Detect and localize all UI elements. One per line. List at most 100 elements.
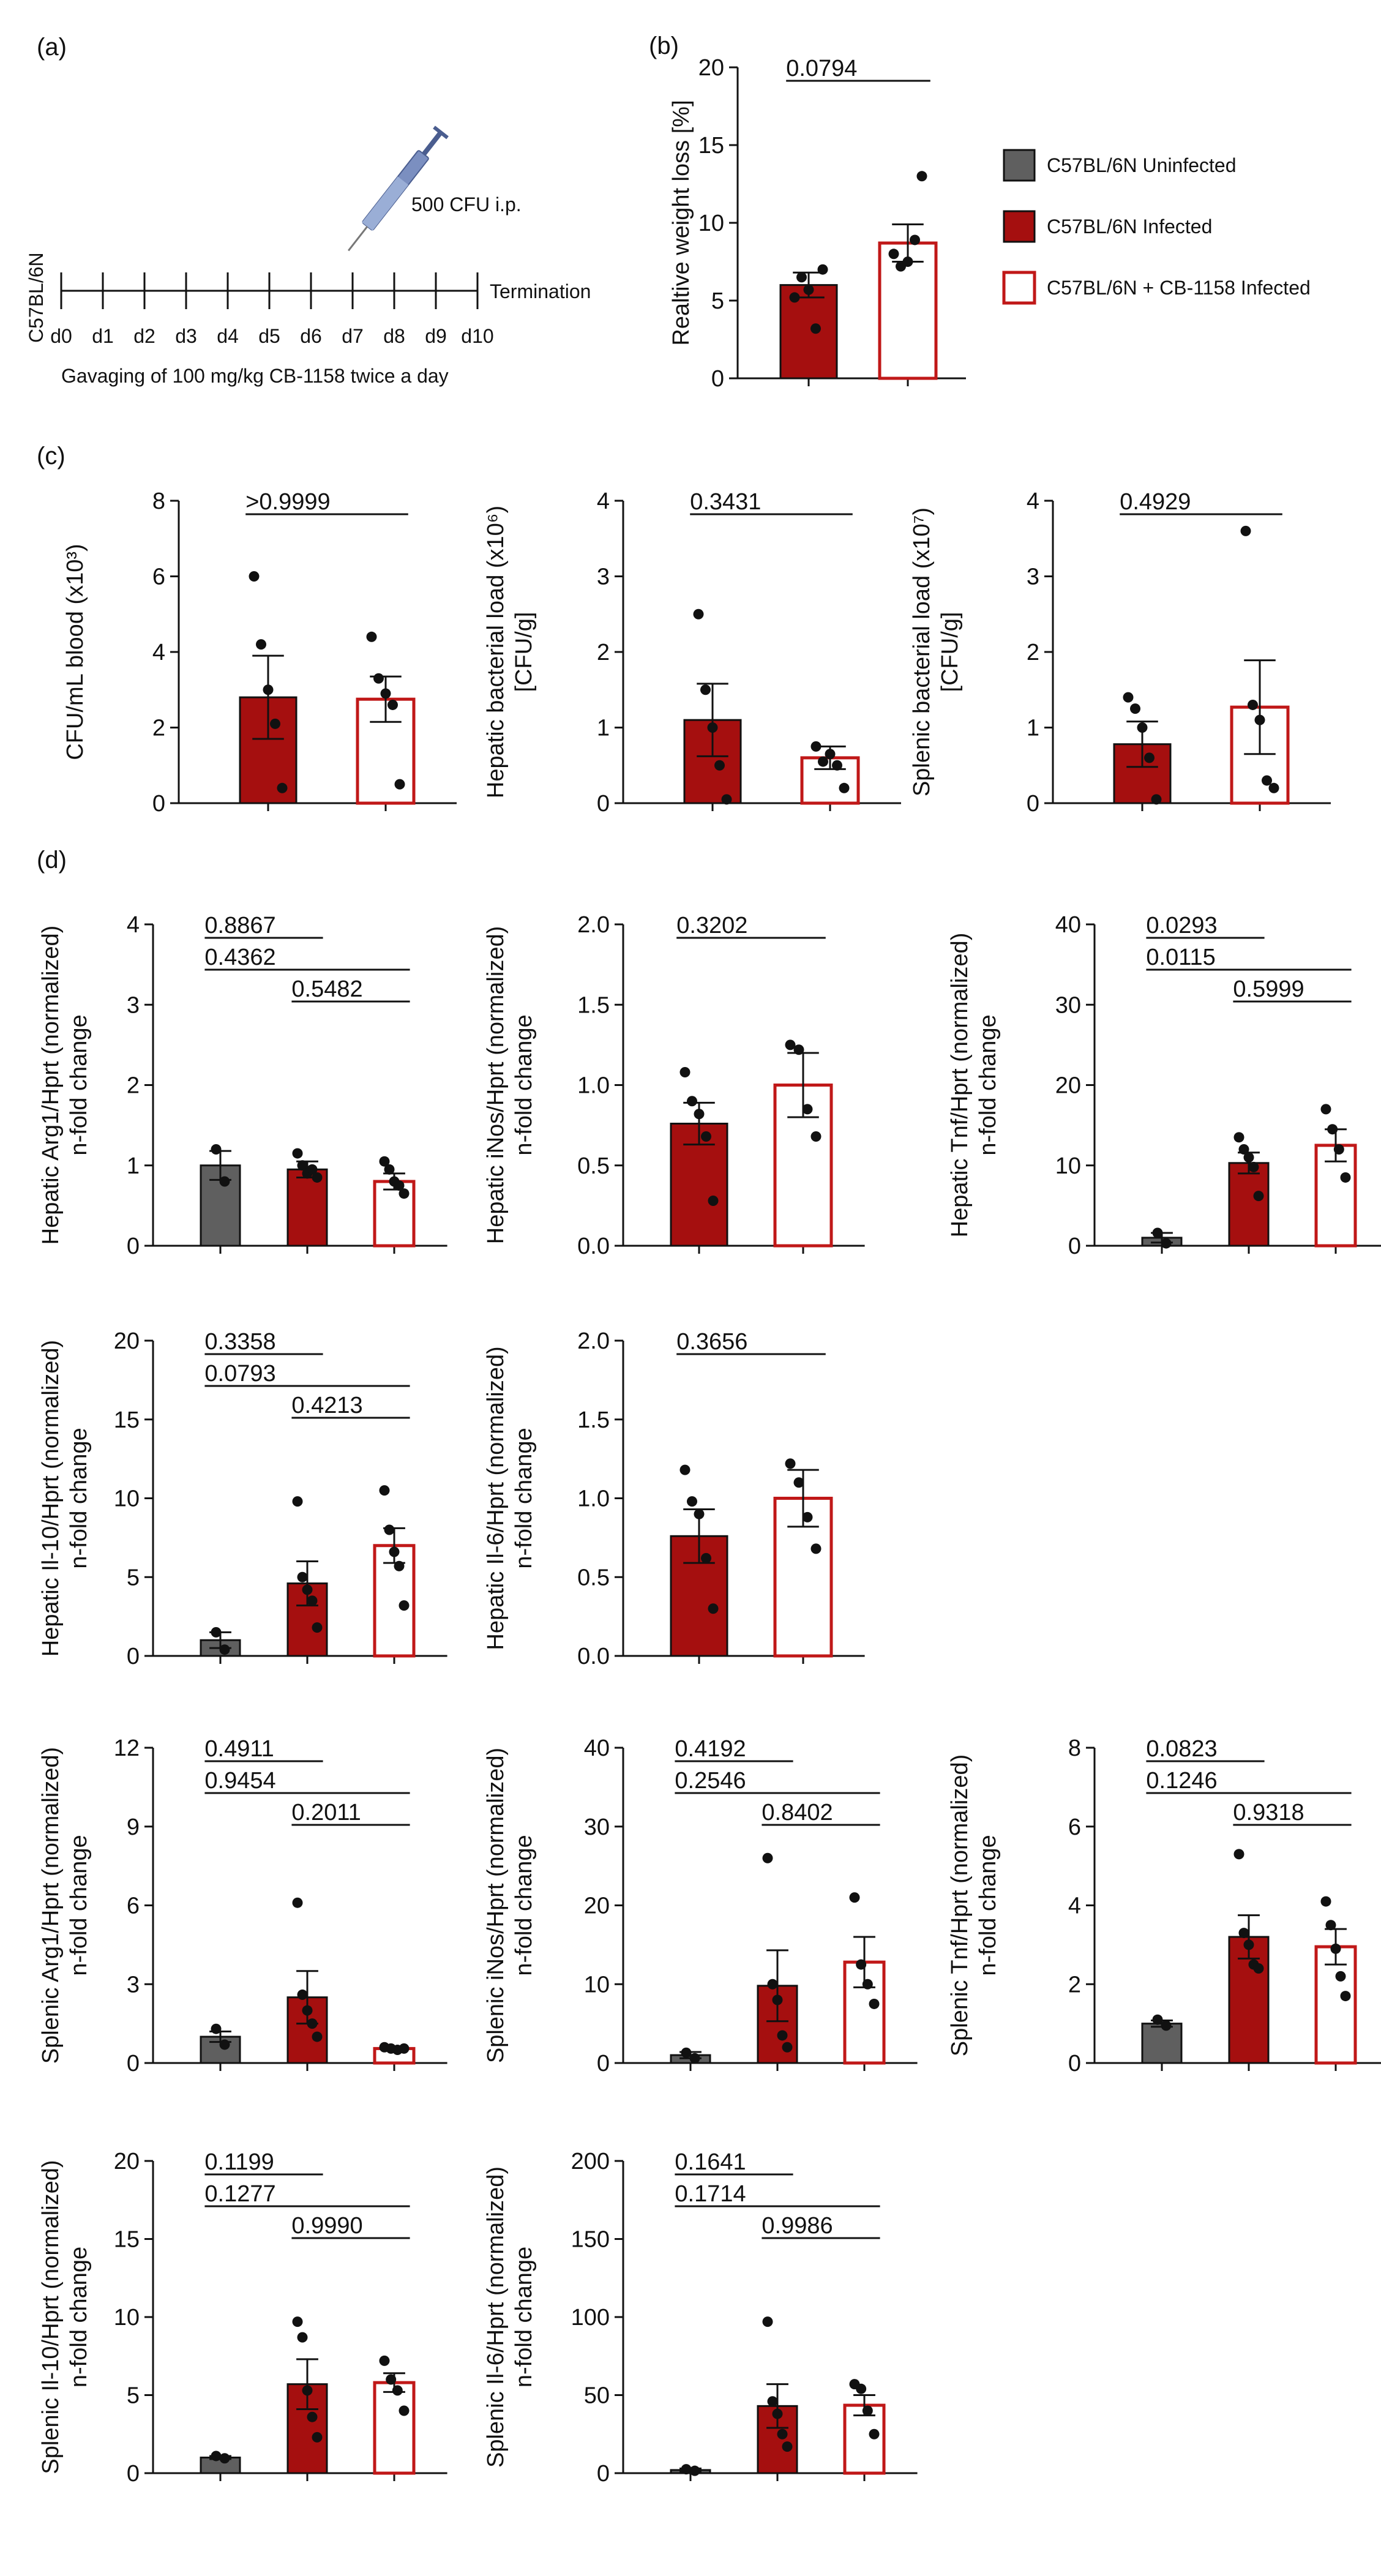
y-axis-label: Splenic Il-10/Hprt (normalized) xyxy=(38,2160,64,2474)
p-value-label: 0.8402 xyxy=(762,1800,833,1825)
timeline-day-label: d6 xyxy=(300,325,322,347)
y-axis-label: CFU/mL blood (x10³) xyxy=(62,544,88,760)
treatment-label: Gavaging of 100 mg/kg CB-1158 twice a da… xyxy=(61,365,449,387)
y-axis-label: Splenic bacterial load (x10⁷) xyxy=(909,507,935,796)
bar-cb1158 xyxy=(373,2381,416,2475)
chart-d7: 0 10 20 30 40 Splenic iNos/Hprt (normalized) n… xyxy=(483,1735,918,2076)
data-point xyxy=(785,1458,796,1469)
data-point xyxy=(379,1485,390,1496)
data-point xyxy=(1340,1991,1351,2002)
y-tick-label: 1.5 xyxy=(577,1407,610,1433)
y-tick-label: 0 xyxy=(597,2051,610,2076)
data-point xyxy=(856,1959,867,1970)
data-point xyxy=(297,1989,308,2000)
data-point xyxy=(1238,1144,1249,1155)
p-value-label: 0.1199 xyxy=(204,2149,274,2175)
y-tick-label: 1 xyxy=(597,716,610,741)
y-tick-label: 2.0 xyxy=(577,1328,610,1354)
y-tick-label: 0.5 xyxy=(577,1153,610,1179)
y-tick-label: 0 xyxy=(1068,2051,1081,2076)
data-point xyxy=(270,718,280,729)
bar-infected xyxy=(779,284,838,380)
legend-swatch-uninfected xyxy=(1003,149,1036,182)
data-point xyxy=(1248,699,1258,710)
bar-cb1158 xyxy=(1314,1945,1357,2065)
timeline-day-label: d9 xyxy=(425,325,447,347)
data-point xyxy=(839,782,850,793)
data-point xyxy=(256,639,266,650)
data-point xyxy=(777,2428,788,2439)
y-tick-label: 6 xyxy=(127,1893,140,1919)
timeline-day-label: d5 xyxy=(258,325,280,347)
data-point xyxy=(862,2405,873,2416)
p-value-label: 0.1246 xyxy=(1146,1768,1217,1794)
data-point xyxy=(762,1852,773,1863)
data-point xyxy=(399,1188,410,1199)
y-tick-label: 200 xyxy=(571,2149,610,2174)
data-point xyxy=(1233,1132,1244,1143)
data-point xyxy=(1320,1896,1331,1907)
data-point xyxy=(379,1156,390,1167)
data-point xyxy=(292,1496,303,1507)
legend-swatch-infected xyxy=(1003,210,1036,243)
data-point xyxy=(263,684,274,695)
y-tick-label: 0.0 xyxy=(577,1234,610,1259)
legend-swatch-cb1158 xyxy=(1002,271,1036,305)
y-tick-label: 10 xyxy=(584,1972,610,1998)
data-point xyxy=(1330,1943,1341,1954)
timeline-day-label: d8 xyxy=(383,325,405,347)
data-point xyxy=(1243,1939,1254,1950)
y-tick-label: 0 xyxy=(1068,1234,1081,1259)
y-axis-label: n-fold change xyxy=(66,1835,92,1975)
p-value-label: 0.4362 xyxy=(204,945,275,970)
y-axis-label: n-fold change xyxy=(511,1835,537,1975)
p-value-label: 0.2011 xyxy=(291,1800,361,1825)
y-axis-label: n-fold change xyxy=(975,1014,1001,1155)
data-point xyxy=(681,2464,692,2475)
data-point xyxy=(708,1196,719,1206)
y-axis-label: n-fold change xyxy=(66,2247,92,2387)
data-point xyxy=(687,1496,697,1507)
syringe-icon xyxy=(348,125,449,252)
data-point xyxy=(793,1044,804,1055)
y-tick-label: 10 xyxy=(114,2305,140,2331)
y-axis-label: Hepatic Arg1/Hprt (normalized) xyxy=(38,926,64,1245)
y-tick-label: 20 xyxy=(114,2149,140,2174)
y-tick-label: 0 xyxy=(127,2461,140,2487)
p-value-label: 0.1641 xyxy=(675,2149,746,2175)
data-point xyxy=(366,631,377,642)
y-tick-label: 0 xyxy=(597,2461,610,2487)
y-axis-label: [CFU/g] xyxy=(511,612,537,692)
data-point xyxy=(902,256,913,267)
legend-label-infected: C57BL/6N Infected xyxy=(1047,215,1212,238)
data-point xyxy=(219,1176,230,1187)
data-point xyxy=(1253,1963,1264,1974)
p-value-label: 0.0793 xyxy=(204,1361,275,1387)
data-point xyxy=(1144,752,1155,763)
data-point xyxy=(1320,1104,1331,1115)
data-point xyxy=(394,1560,405,1571)
data-point xyxy=(312,2432,323,2443)
y-axis-label: Splenic Tnf/Hprt (normalized) xyxy=(947,1754,973,2056)
y-axis-label: n-fold change xyxy=(975,1835,1001,1975)
data-point xyxy=(849,1892,860,1903)
y-tick-label: 8 xyxy=(152,489,165,514)
bar-infected xyxy=(286,1168,328,1247)
y-tick-label: 2 xyxy=(1068,1972,1081,1998)
bar-infected xyxy=(286,1582,328,1657)
panel-d1-label: (d) xyxy=(37,847,67,874)
legend-item-uninfected: C57BL/6N Uninfected xyxy=(1003,149,1237,182)
data-point xyxy=(802,1104,813,1115)
data-point xyxy=(394,1180,405,1191)
p-value-label: 0.3202 xyxy=(676,913,747,938)
y-axis-label: Splenic Arg1/Hprt (normalized) xyxy=(38,1747,64,2064)
y-tick-label: 6 xyxy=(1068,1814,1081,1840)
y-tick-label: 2 xyxy=(152,716,165,741)
data-point xyxy=(772,2408,783,2419)
chart-d8: 0 2 4 6 8 Splenic Tnf/Hprt (normalized) n-fold… xyxy=(947,1735,1381,2076)
data-point xyxy=(312,1622,323,1633)
data-point xyxy=(1254,714,1265,725)
y-tick-label: 20 xyxy=(114,1328,140,1354)
bar-uninfected xyxy=(1141,2023,1183,2064)
